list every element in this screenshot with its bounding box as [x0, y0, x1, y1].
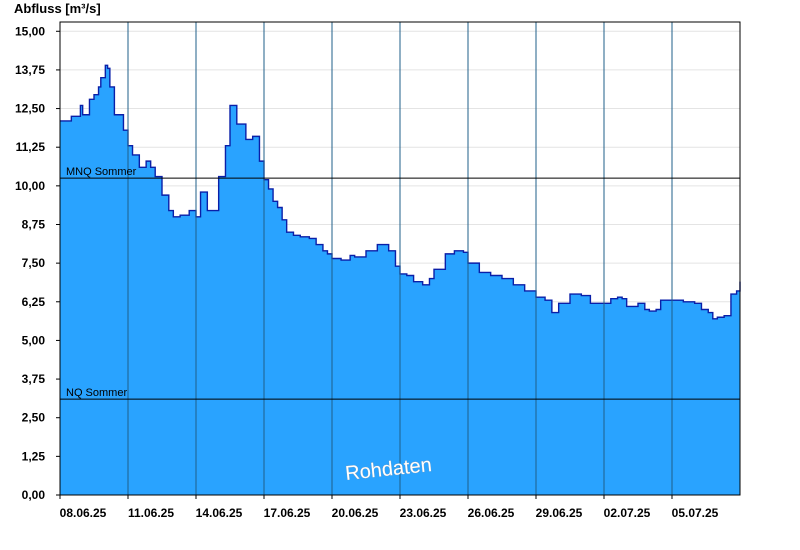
y-tick-label: 5,00	[22, 333, 46, 347]
x-tick-label: 05.07.25	[672, 506, 719, 520]
x-tick-label: 02.07.25	[604, 506, 651, 520]
y-tick-label: 6,25	[22, 295, 46, 309]
vertical-gridlines	[127, 22, 673, 495]
x-tick-label: 23.06.25	[400, 506, 447, 520]
y-axis-label: Abfluss [m³/s]	[14, 1, 101, 16]
x-axis: 08.06.25 11.06.25 14.06.25 17.06.25 20.06.25…	[59, 495, 719, 520]
reference-line-label: NQ Sommer	[66, 387, 127, 399]
y-tick-label: 7,50	[22, 256, 46, 270]
y-tick-label: 1,25	[22, 449, 46, 463]
x-tick-label: 08.06.25	[60, 506, 107, 520]
y-tick-label: 8,75	[22, 217, 46, 231]
x-tick-label: 11.06.25	[128, 506, 174, 520]
y-tick-label: 15,00	[15, 24, 45, 38]
y-tick-label: 12,50	[15, 102, 45, 116]
y-tick-label: 11,25	[16, 140, 46, 154]
discharge-line	[60, 64, 741, 320]
y-axis: 0,00 1,25 2,50 3,75 5,00 6,25 7,50 8,75 10,00 11,…	[15, 24, 60, 502]
reference-line-label: MNQ Sommer	[66, 166, 137, 178]
y-tick-label: 3,75	[22, 372, 46, 386]
y-tick-label: 13,75	[15, 63, 45, 77]
reference-lines: MNQ Sommer NQ Sommer	[60, 166, 740, 400]
y-tick-label: 0,00	[22, 488, 46, 502]
x-tick-label: 29.06.25	[536, 506, 583, 520]
y-tick-label: 10,00	[15, 179, 45, 193]
x-tick-label: 17.06.25	[264, 506, 311, 520]
x-tick-label: 14.06.25	[196, 506, 243, 520]
x-tick-label: 26.06.25	[468, 506, 515, 520]
x-tick-label: 20.06.25	[332, 506, 379, 520]
y-tick-label: 2,50	[22, 411, 46, 425]
